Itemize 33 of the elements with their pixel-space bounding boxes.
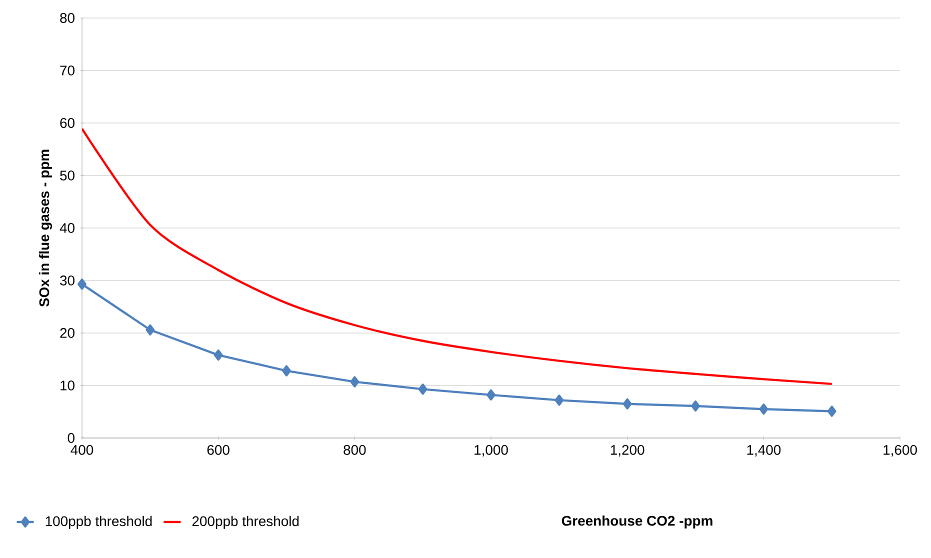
y-axis-title: SOx in flue gases - ppm bbox=[38, 150, 52, 307]
x-tick-label: 600 bbox=[207, 444, 230, 455]
x-tick-label: 1,400 bbox=[747, 444, 781, 456]
point bbox=[146, 324, 155, 336]
y-tick-label: 30 bbox=[60, 276, 74, 286]
legend-label: 200ppb threshold bbox=[192, 516, 299, 529]
x-tick-label: 800 bbox=[344, 444, 366, 455]
y-tick-label: 40 bbox=[60, 223, 74, 233]
y-tick-label: 0 bbox=[68, 433, 74, 443]
legend-label: 100ppb threshold bbox=[46, 516, 152, 529]
x-tick-label: 1,600 bbox=[884, 444, 917, 456]
y-tick-label: 50 bbox=[60, 170, 74, 180]
point bbox=[622, 398, 632, 410]
y-tick-label: 70 bbox=[60, 66, 74, 76]
point bbox=[759, 404, 768, 415]
point bbox=[418, 384, 428, 395]
point bbox=[554, 394, 564, 406]
y-tick-label: 20 bbox=[60, 328, 74, 338]
x-tick-label: 400 bbox=[70, 444, 94, 455]
point bbox=[78, 278, 86, 290]
point bbox=[282, 365, 291, 376]
point bbox=[486, 389, 496, 401]
y-tick-label: 80 bbox=[60, 13, 74, 23]
x-axis-title: Greenhouse CO2 -ppm bbox=[562, 515, 712, 528]
x-tick-label: 1,200 bbox=[610, 444, 644, 456]
point bbox=[827, 406, 836, 417]
y-tick-label: 10 bbox=[60, 380, 74, 390]
point bbox=[214, 349, 223, 361]
point bbox=[350, 376, 360, 388]
x-tick-label: 1,000 bbox=[474, 444, 508, 456]
point bbox=[691, 400, 700, 412]
y-tick-label: 60 bbox=[60, 118, 74, 128]
line-series bbox=[82, 128, 833, 386]
